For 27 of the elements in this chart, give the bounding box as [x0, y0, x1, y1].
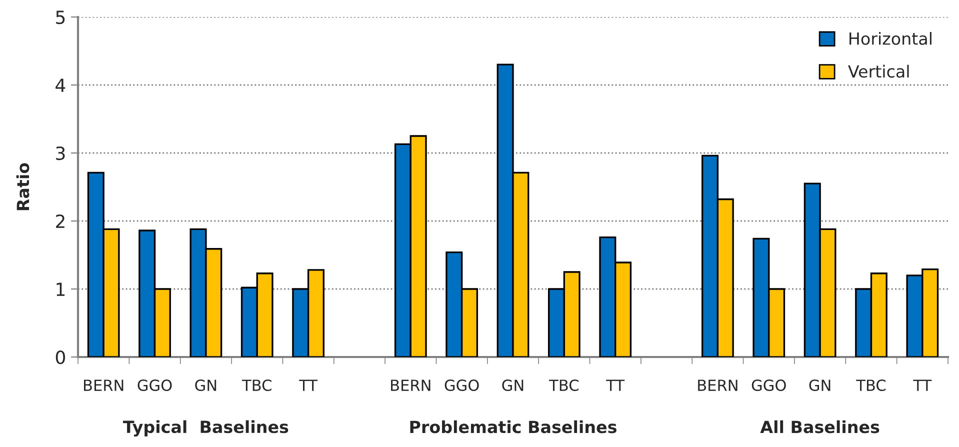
text: Problematic Baselines: [410, 420, 616, 434]
y-tick-label: 1: [56, 282, 65, 296]
x-tick-label: GGO: [444, 379, 479, 392]
y-tick-label: 0: [56, 350, 65, 364]
y-tick-label: 4: [56, 78, 66, 92]
y-tick-label: 2: [56, 214, 64, 228]
x-tick-label: GN: [809, 379, 830, 392]
legend-label: Vertical: [848, 64, 909, 78]
text: Typical Baselines: [123, 420, 288, 437]
x-tick-label: BERN: [698, 380, 738, 391]
x-tick-label: GGO: [138, 379, 172, 392]
x-tick-label: BERN: [84, 380, 124, 391]
y-axis-title: Ratio: [16, 163, 30, 210]
x-tick-label: TBC: [856, 379, 886, 392]
y-tick-label: 5: [56, 10, 65, 24]
x-tick-label: TT: [606, 380, 625, 391]
y-tick-label: 3: [56, 146, 65, 160]
text: All Baselines: [760, 420, 880, 434]
x-tick-label: GGO: [752, 379, 786, 392]
legend-label: Horizontal: [850, 32, 932, 45]
x-tick-label: GN: [502, 379, 524, 392]
x-tick-label: TT: [299, 380, 318, 391]
x-tick-label: TT: [913, 380, 932, 391]
x-tick-label: BERN: [391, 380, 430, 391]
x-tick-label: TBC: [549, 379, 578, 392]
x-tick-label: GN: [195, 379, 216, 392]
x-tick-label: TBC: [242, 379, 272, 392]
